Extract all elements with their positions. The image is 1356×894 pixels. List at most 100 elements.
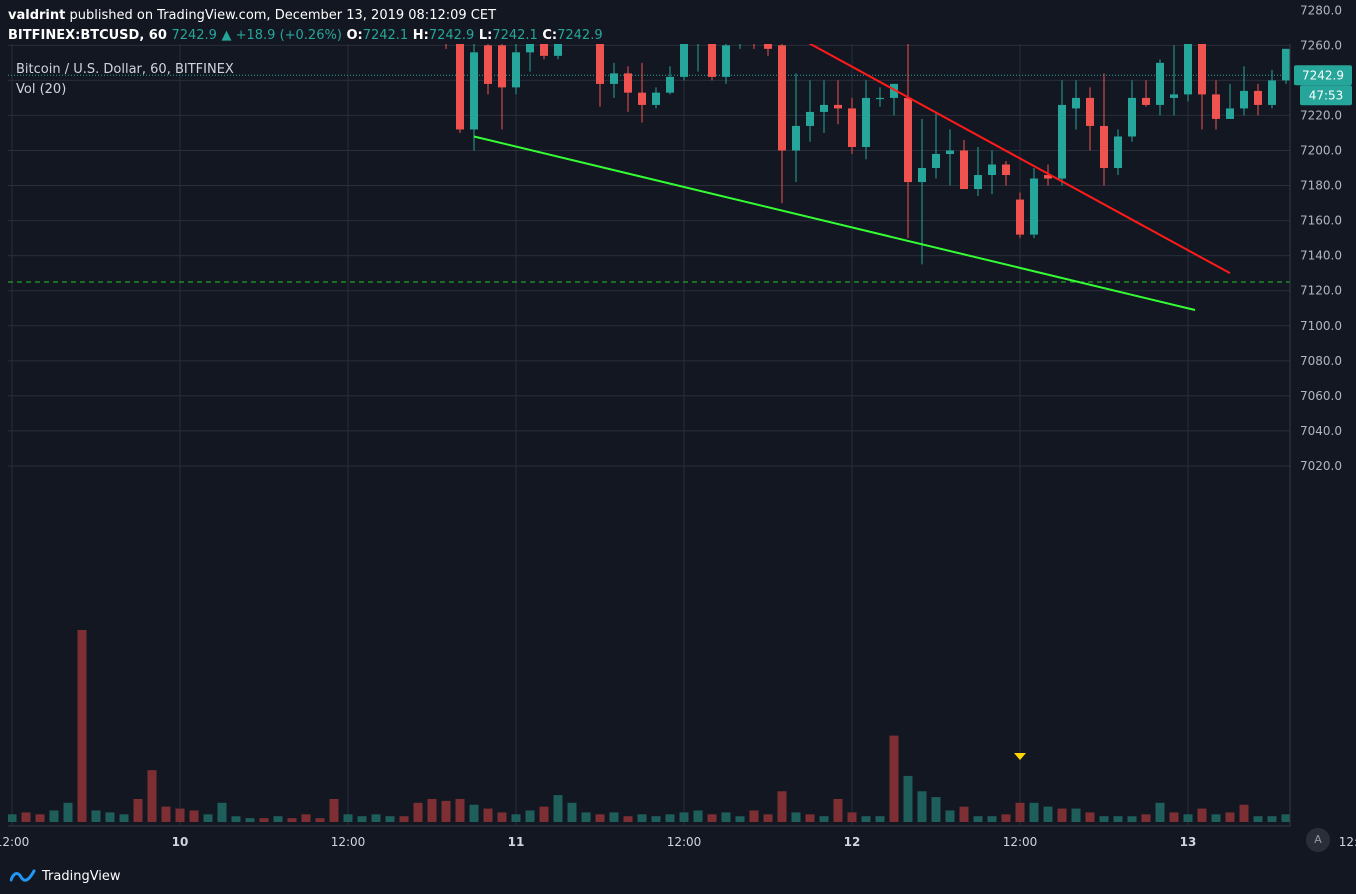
- volume-bar: [987, 816, 997, 822]
- volume-bar: [1239, 804, 1249, 822]
- last-price: 7242.9: [171, 28, 217, 43]
- countdown-label: 47:53: [1309, 88, 1344, 102]
- volume-bar: [1113, 816, 1123, 822]
- volume-bar: [595, 814, 605, 822]
- candle-body: [652, 92, 660, 105]
- tradingview-brand: TradingView: [42, 868, 121, 884]
- candle-body: [1002, 164, 1010, 176]
- author-name[interactable]: valdrint: [8, 8, 66, 23]
- volume-bar: [371, 814, 381, 822]
- candle-body: [764, 44, 772, 49]
- volume-bar: [21, 812, 31, 822]
- volume-bar: [77, 630, 87, 822]
- candle-body: [1016, 199, 1024, 235]
- candle-body: [708, 44, 716, 77]
- candle-body: [1072, 97, 1080, 109]
- x-tick-label: 12:00: [1339, 835, 1356, 849]
- candle-body: [456, 44, 464, 130]
- volume-bar: [357, 816, 367, 822]
- candle-body: [1156, 62, 1164, 105]
- candle-body: [498, 45, 506, 88]
- candle-body: [862, 97, 870, 147]
- candle-body: [904, 97, 912, 183]
- candle-body: [848, 108, 856, 147]
- volume-bar: [1043, 806, 1053, 822]
- candle-body: [484, 45, 492, 84]
- trendlines: [473, 44, 1231, 760]
- y-tick-label: 7160.0: [1300, 214, 1342, 228]
- low-label: L:: [478, 28, 493, 43]
- candle-body: [1128, 97, 1136, 137]
- candle-body: [666, 76, 674, 93]
- volume-bar: [805, 814, 815, 822]
- y-tick-label: 7280.0: [1300, 3, 1342, 17]
- x-tick-label: 11: [508, 835, 525, 849]
- volume-bar: [903, 775, 913, 822]
- volume-bar: [1057, 808, 1067, 822]
- volume-bar: [1099, 816, 1109, 822]
- y-tick-label: 7260.0: [1300, 38, 1342, 52]
- candle-body: [834, 104, 842, 109]
- volume-bar: [875, 816, 885, 822]
- candle-body: [1184, 44, 1192, 95]
- volume-bar: [1310, 816, 1319, 822]
- axes[interactable]: 7020.0 7040.0 7060.0 7080.0 7100.0 7120.0 7140…: [0, 0, 1356, 849]
- y-tick-label: 7060.0: [1300, 389, 1342, 403]
- candle-body: [974, 175, 982, 190]
- y-tick-label: 7100.0: [1300, 319, 1342, 333]
- candle-body: [526, 44, 534, 53]
- volume-bar: [749, 810, 759, 822]
- volume-bar: [525, 810, 535, 822]
- candle-body: [1282, 48, 1290, 81]
- auto-scale-button[interactable]: A: [1306, 828, 1330, 852]
- close-label: C:: [542, 28, 558, 43]
- footer: TradingView: [8, 848, 1356, 894]
- volume-bar: [259, 818, 269, 822]
- candle-body: [624, 73, 632, 93]
- candle-body: [806, 111, 814, 126]
- volume-bar: [1085, 812, 1095, 822]
- volume-bar: [469, 804, 479, 822]
- volume-bar: [1015, 802, 1025, 822]
- chart-legend: Bitcoin / U.S. Dollar, 60, BITFINEX Vol …: [16, 60, 234, 100]
- volume-bar: [1253, 816, 1263, 822]
- volume-bar: [133, 798, 143, 822]
- volume-bar: [35, 814, 45, 822]
- candle-body: [1030, 178, 1038, 235]
- candle-body: [470, 52, 478, 130]
- volume-bar: [455, 798, 465, 822]
- x-tick-label: 10: [172, 835, 189, 849]
- y-tick-label: 7120.0: [1300, 284, 1342, 298]
- candle-body: [1212, 94, 1220, 119]
- volume-bar: [539, 806, 549, 822]
- candle-body: [1086, 97, 1094, 126]
- y-tick-label: 7080.0: [1300, 354, 1342, 368]
- candle-body: [1170, 94, 1178, 98]
- x-tick-label: 12:00: [0, 835, 29, 849]
- support-trendline: [473, 135, 1196, 311]
- volume-bar: [329, 798, 339, 822]
- tradingview-logo[interactable]: TradingView: [10, 866, 121, 886]
- volume-bar: [427, 798, 437, 822]
- volume-bar: [931, 797, 941, 822]
- volume-bar: [973, 816, 983, 822]
- volume-bar: [385, 816, 395, 822]
- volume-bar: [917, 791, 927, 822]
- volume-bar: [1127, 816, 1137, 822]
- volume-bar: [273, 816, 283, 822]
- volume-bar: [189, 810, 199, 822]
- candle-body: [792, 125, 800, 151]
- volume-indicator-label[interactable]: Vol (20): [16, 82, 67, 97]
- volume-bar: [1211, 814, 1221, 822]
- volume-bar: [791, 812, 801, 822]
- volume-bars: [8, 630, 1319, 822]
- volume-bar: [301, 814, 311, 822]
- candle-body: [932, 153, 940, 169]
- volume-bar: [609, 812, 619, 822]
- candle-body: [512, 52, 520, 88]
- volume-bar: [413, 802, 423, 822]
- candle-body: [638, 92, 646, 105]
- volume-bar: [735, 816, 745, 822]
- candle-body: [820, 104, 828, 112]
